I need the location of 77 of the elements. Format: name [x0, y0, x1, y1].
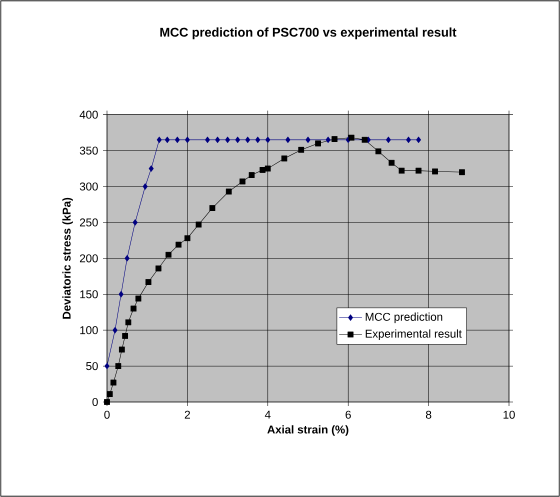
point — [110, 380, 116, 386]
point — [306, 136, 310, 144]
point — [174, 136, 180, 144]
legend-label: MCC prediction — [366, 312, 442, 324]
point — [209, 205, 216, 211]
legend-label: Experimental result — [366, 329, 462, 340]
point — [240, 178, 246, 184]
point — [148, 165, 154, 172]
point — [459, 169, 465, 176]
x-tick-label: 2 — [184, 410, 190, 419]
y-tick-label: 350 — [80, 146, 98, 155]
point — [184, 235, 190, 242]
chart-title: MCC prediction of PSC700 vs experimental result — [160, 27, 456, 40]
y-tick-label: 150 — [80, 290, 98, 298]
point — [156, 136, 162, 144]
point — [416, 136, 422, 144]
point — [118, 346, 125, 352]
point — [348, 134, 354, 141]
point — [106, 391, 113, 398]
y-axis-title: Deviatoric stress (kPa) — [62, 198, 73, 319]
point — [315, 140, 321, 146]
y-tick-label: 0 — [92, 398, 98, 406]
y-tick-label: 100 — [80, 326, 98, 334]
point — [135, 296, 142, 302]
point — [326, 136, 331, 144]
point — [145, 279, 152, 285]
y-tick-label: 300 — [80, 182, 98, 191]
point — [245, 136, 250, 144]
point — [130, 306, 136, 312]
y-tick-label: 50 — [86, 362, 98, 370]
point — [225, 136, 230, 144]
point — [264, 166, 271, 172]
point — [281, 156, 288, 162]
point — [205, 136, 210, 144]
point — [265, 136, 270, 144]
y-tick-label: 200 — [80, 254, 98, 262]
point — [164, 136, 170, 144]
point — [166, 252, 172, 258]
point — [156, 265, 162, 272]
x-tick-label: 8 — [426, 410, 432, 419]
point — [176, 242, 182, 248]
point — [104, 399, 110, 405]
point — [332, 136, 338, 142]
x-tick-label: 4 — [264, 410, 271, 419]
point — [255, 136, 260, 144]
point — [362, 136, 368, 143]
point — [432, 168, 438, 174]
point — [125, 319, 132, 326]
point — [132, 219, 138, 226]
point — [215, 136, 220, 144]
point — [416, 168, 422, 174]
point — [226, 188, 232, 194]
point — [122, 332, 128, 339]
point — [298, 146, 304, 153]
point — [104, 362, 110, 370]
point — [375, 148, 382, 154]
y-tick-label: 250 — [80, 218, 98, 226]
point — [235, 136, 240, 144]
x-tick-label: 10 — [504, 410, 515, 419]
point — [115, 363, 122, 370]
point — [406, 136, 411, 144]
point — [142, 183, 148, 190]
point — [124, 255, 130, 262]
point — [386, 136, 391, 144]
point — [184, 136, 190, 144]
x-axis-title: Axial strain (%) — [267, 425, 348, 436]
point — [112, 326, 118, 334]
point — [248, 172, 255, 178]
point — [388, 160, 395, 166]
point — [196, 222, 202, 228]
point — [285, 136, 290, 144]
point — [398, 168, 405, 174]
point — [260, 167, 266, 173]
y-tick-label: 400 — [80, 110, 98, 119]
point — [118, 291, 124, 298]
x-tick-label: 6 — [346, 410, 351, 419]
x-tick-label: 0 — [104, 410, 110, 419]
